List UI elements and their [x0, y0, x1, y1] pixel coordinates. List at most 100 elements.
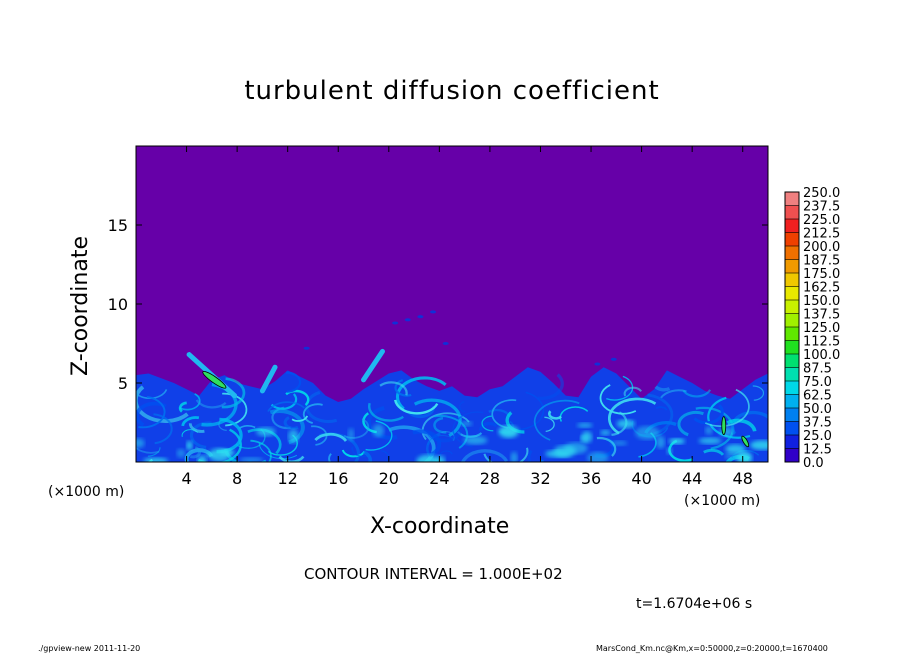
- eddy-swirl: [608, 397, 657, 435]
- x-tick-label: 4: [181, 469, 191, 488]
- eddy-swirl: [302, 403, 323, 425]
- eddy-swirl: [704, 388, 750, 427]
- colorbar-swatch: [785, 219, 799, 233]
- colorbar-swatch: [785, 381, 799, 395]
- turbulent-patch: [553, 445, 577, 458]
- eddy-swirl: [362, 450, 372, 462]
- eddy-swirl: [623, 386, 643, 397]
- colorbar-swatch: [785, 246, 799, 260]
- turbulent-patch: [719, 427, 734, 437]
- colorbar-label: 125.0: [803, 321, 840, 336]
- detached-eddy: [442, 342, 449, 345]
- turbulent-patch: [656, 435, 665, 449]
- colorbar-label: 237.5: [803, 200, 840, 215]
- eddy-swirl: [677, 410, 704, 437]
- colorbar-swatch: [785, 435, 799, 449]
- turbulent-patch: [416, 454, 440, 462]
- turbulent-patch: [239, 457, 264, 462]
- x-axis-ticks: 4 8 12 16 20 24 28 32 36 40 44 48: [181, 146, 753, 488]
- contour-interval-label: CONTOUR INTERVAL = 1.000E+02: [304, 565, 563, 583]
- time-label: t=1.6704e+06 s: [636, 596, 753, 612]
- eddy-swirl: [483, 447, 529, 462]
- colorbar-swatch: [785, 421, 799, 436]
- colorbar-label: 225.0: [803, 213, 840, 228]
- contour-100: [721, 416, 727, 436]
- eddy-swirl: [491, 399, 517, 429]
- eddy-swirl: [693, 404, 724, 425]
- eddy-swirl: [366, 406, 398, 440]
- eddy-swirl: [136, 401, 167, 427]
- turbulent-patch: [750, 440, 768, 450]
- eddy-swirl: [396, 376, 447, 411]
- detached-eddy: [404, 318, 411, 322]
- colorbar-swatch: [785, 205, 799, 220]
- turbulent-patch: [698, 437, 722, 445]
- colorbar-label: 50.0: [803, 402, 832, 417]
- eddy-swirl: [270, 393, 298, 410]
- turbulent-patch: [611, 440, 628, 446]
- eddy-swirl: [752, 385, 765, 401]
- eddy-swirl: [703, 448, 725, 456]
- eddy-swirl: [153, 413, 173, 445]
- plume: [361, 348, 385, 383]
- turbulent-patch: [372, 424, 384, 438]
- colorbar-label: 100.0: [803, 348, 840, 363]
- colorbar-label: 12.5: [803, 443, 832, 458]
- colorbar-label: 0.0: [803, 456, 824, 471]
- turbulent-patch: [600, 430, 611, 436]
- y-axis-unit: (×1000 m): [48, 484, 125, 500]
- turbulent-patch: [705, 426, 713, 435]
- y-tick-label: 5: [118, 374, 128, 393]
- x-tick-label: 32: [530, 469, 550, 488]
- eddy-swirl: [505, 411, 525, 434]
- eddy-swirl: [606, 375, 634, 401]
- eddy-swirl: [427, 429, 463, 443]
- eddy-swirl: [458, 400, 466, 413]
- colorbar-swatch: [785, 448, 799, 463]
- footer-data-source: MarsCond_Km.nc@Km,x=0:50000,z=0:20000,t=…: [596, 644, 828, 653]
- colorbar-label: 25.0: [803, 429, 832, 444]
- x-tick-label: 24: [429, 469, 449, 488]
- eddy-swirl: [481, 415, 494, 432]
- colorbar-label: 112.5: [803, 335, 840, 350]
- eddy-swirl: [109, 420, 127, 447]
- detached-eddy: [417, 315, 424, 319]
- colorbar-label: 175.0: [803, 267, 840, 282]
- colorbar-swatch: [785, 394, 799, 409]
- colorbar-swatch: [785, 354, 799, 368]
- turbulent-patch: [616, 419, 635, 429]
- turbulent-patch: [197, 455, 207, 462]
- x-tick-label: 20: [379, 469, 399, 488]
- turbulent-patch: [635, 426, 660, 440]
- eddy-swirl: [394, 399, 439, 415]
- plume: [259, 364, 278, 394]
- colorbar-label: 212.5: [803, 227, 840, 242]
- turbulent-patch: [587, 451, 609, 462]
- eddy-swirl: [527, 450, 533, 462]
- eddy-swirl: [544, 416, 555, 433]
- x-tick-label: 40: [631, 469, 651, 488]
- eddy-swirl: [655, 406, 668, 411]
- turbulent-patch: [136, 438, 145, 448]
- eddy-swirl: [197, 428, 242, 462]
- turbulent-patch: [725, 444, 746, 454]
- turbulent-patch: [666, 447, 673, 455]
- x-tick-label: 48: [733, 469, 753, 488]
- eddy-swirl: [412, 429, 442, 458]
- colorbar-swatch: [785, 327, 799, 341]
- colorbar-label: 150.0: [803, 294, 840, 309]
- turbulent-patch: [463, 436, 488, 445]
- y-axis-ticks: 5 10 15: [108, 216, 768, 393]
- eddy-swirl: [341, 449, 366, 458]
- colorbar-label: 75.0: [803, 375, 832, 390]
- colorbar-swatch: [785, 259, 799, 274]
- eddy-swirl: [267, 401, 306, 412]
- turbulent-patch: [288, 429, 299, 444]
- chart-title: turbulent diffusion coefficient: [244, 76, 660, 106]
- eddy-swirl: [285, 371, 302, 393]
- eddy-swirl: [291, 415, 309, 422]
- eddy-swirl: [537, 373, 564, 401]
- eddy-swirl: [654, 385, 671, 392]
- turbulent-patch: [256, 427, 276, 437]
